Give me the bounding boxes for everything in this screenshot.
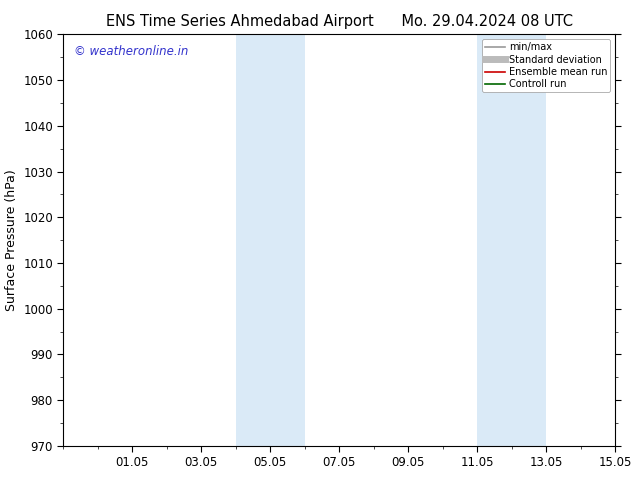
- Legend: min/max, Standard deviation, Ensemble mean run, Controll run: min/max, Standard deviation, Ensemble me…: [482, 39, 610, 92]
- Text: © weatheronline.in: © weatheronline.in: [74, 45, 189, 58]
- Title: ENS Time Series Ahmedabad Airport      Mo. 29.04.2024 08 UTC: ENS Time Series Ahmedabad Airport Mo. 29…: [106, 14, 573, 29]
- Y-axis label: Surface Pressure (hPa): Surface Pressure (hPa): [4, 169, 18, 311]
- Bar: [236, 34, 305, 446]
- Bar: [477, 34, 546, 446]
